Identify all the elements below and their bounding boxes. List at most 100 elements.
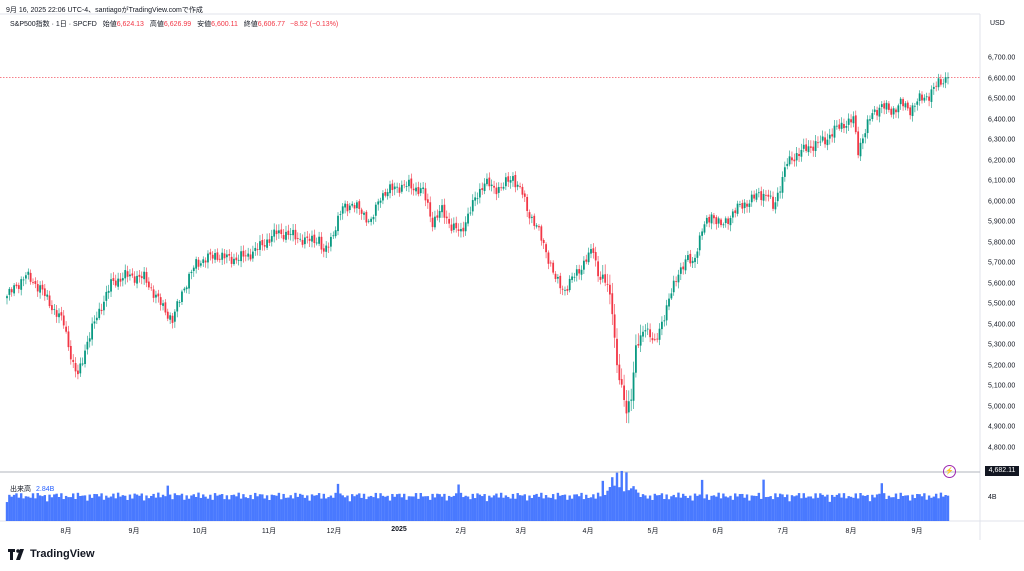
volume-bar [549, 497, 552, 521]
candle-body [79, 363, 82, 374]
candle-body [786, 163, 789, 167]
volume-bar [814, 493, 817, 521]
volume-bar [547, 497, 550, 521]
candle-body [69, 345, 72, 360]
volume-bar [391, 493, 394, 521]
volume-bar [497, 497, 500, 521]
candle-body [795, 153, 798, 161]
volume-bar [223, 499, 226, 521]
volume-bar [45, 501, 49, 521]
volume-bar [641, 494, 645, 521]
volume-bar [187, 498, 191, 521]
volume-bar [64, 495, 68, 521]
volume-bar [29, 497, 32, 521]
candle-body [398, 187, 401, 193]
volume-bar [807, 496, 810, 521]
candle-body [183, 288, 186, 291]
candle-body [564, 289, 566, 291]
candle-body [379, 200, 382, 203]
volume-bar [116, 492, 120, 521]
volume-bar [639, 496, 642, 521]
tradingview-logo[interactable]: TradingView [8, 548, 95, 560]
candle-body [225, 254, 228, 258]
candle-body [405, 186, 408, 187]
volume-bar [828, 501, 831, 521]
candle-body [230, 256, 233, 264]
candle-body [928, 96, 930, 101]
volume-bar [57, 497, 61, 521]
volume-bar [937, 498, 940, 521]
candle-body [348, 205, 351, 211]
candle-body [20, 279, 23, 290]
volume-bar [476, 493, 479, 521]
volume-bar [887, 495, 891, 521]
candle-body [452, 223, 455, 230]
currency-label[interactable]: USD [990, 20, 1005, 27]
candle-body [649, 329, 651, 338]
candle-body [727, 218, 730, 224]
volume-bar [653, 493, 657, 521]
volume-bar [438, 494, 441, 521]
volume-bar [395, 494, 399, 521]
candle-body [391, 183, 394, 191]
candle-body [351, 203, 354, 206]
candle-body [53, 308, 56, 310]
candle-body [282, 235, 285, 240]
volume-bar [403, 493, 406, 521]
volume-bar [24, 496, 28, 521]
candle-body [169, 315, 172, 320]
volume-bar [272, 495, 276, 521]
volume-bar [712, 495, 716, 521]
candle-body [396, 186, 399, 188]
candle-body [736, 203, 739, 214]
candle-body [542, 239, 545, 244]
candle-body [604, 274, 607, 283]
volume-bar [192, 494, 195, 521]
candle-body [277, 230, 280, 234]
volume-bar [433, 497, 437, 521]
candle-body [597, 261, 599, 277]
candle-body [93, 321, 96, 324]
volume-label[interactable]: 出来高 [10, 486, 31, 493]
candle-body [805, 144, 808, 151]
volume-bar [218, 494, 221, 521]
candle-body [185, 287, 188, 290]
candle-body [408, 179, 410, 187]
volume-bar [90, 497, 94, 521]
volume-bar [43, 495, 47, 521]
volume-bar [261, 494, 264, 521]
volume-bar [934, 493, 938, 521]
candle-body [521, 186, 524, 195]
lightning-bolt-icon[interactable]: ⚡ [943, 465, 956, 478]
candle-body [72, 359, 75, 362]
candle-body [273, 229, 276, 237]
volume-bar [79, 495, 82, 521]
candle-body [325, 245, 328, 252]
volume-bar [648, 495, 652, 521]
candle-body [618, 364, 621, 381]
candle-body [800, 149, 803, 157]
volume-bar [324, 498, 328, 521]
candle-body [947, 77, 949, 79]
candle-body [266, 239, 268, 248]
candle-body [937, 78, 940, 88]
candle-body [367, 220, 370, 222]
candle-body [235, 257, 238, 261]
candle-body [779, 191, 782, 193]
volume-bar [348, 501, 352, 521]
candle-body [129, 274, 131, 277]
candle-body [715, 217, 718, 225]
candle-body [630, 399, 633, 401]
candle-body [412, 188, 415, 191]
candle-body [105, 291, 108, 301]
volume-bar [719, 498, 723, 521]
candle-body [899, 98, 902, 105]
candle-body [393, 186, 396, 190]
candle-body [861, 138, 864, 144]
symbol-label[interactable]: S&P500指数 · 1日 · SPCFD [10, 21, 97, 28]
volume-bar [376, 498, 380, 521]
volume-bar [528, 495, 531, 521]
candle-body [469, 212, 472, 214]
volume-bar [246, 498, 250, 521]
price-tick-label: 6,000.00 [988, 198, 1016, 206]
